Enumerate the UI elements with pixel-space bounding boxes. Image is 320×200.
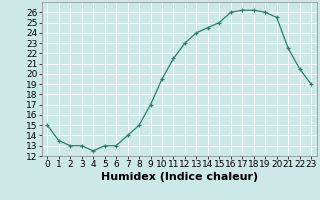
X-axis label: Humidex (Indice chaleur): Humidex (Indice chaleur) [100,172,258,182]
